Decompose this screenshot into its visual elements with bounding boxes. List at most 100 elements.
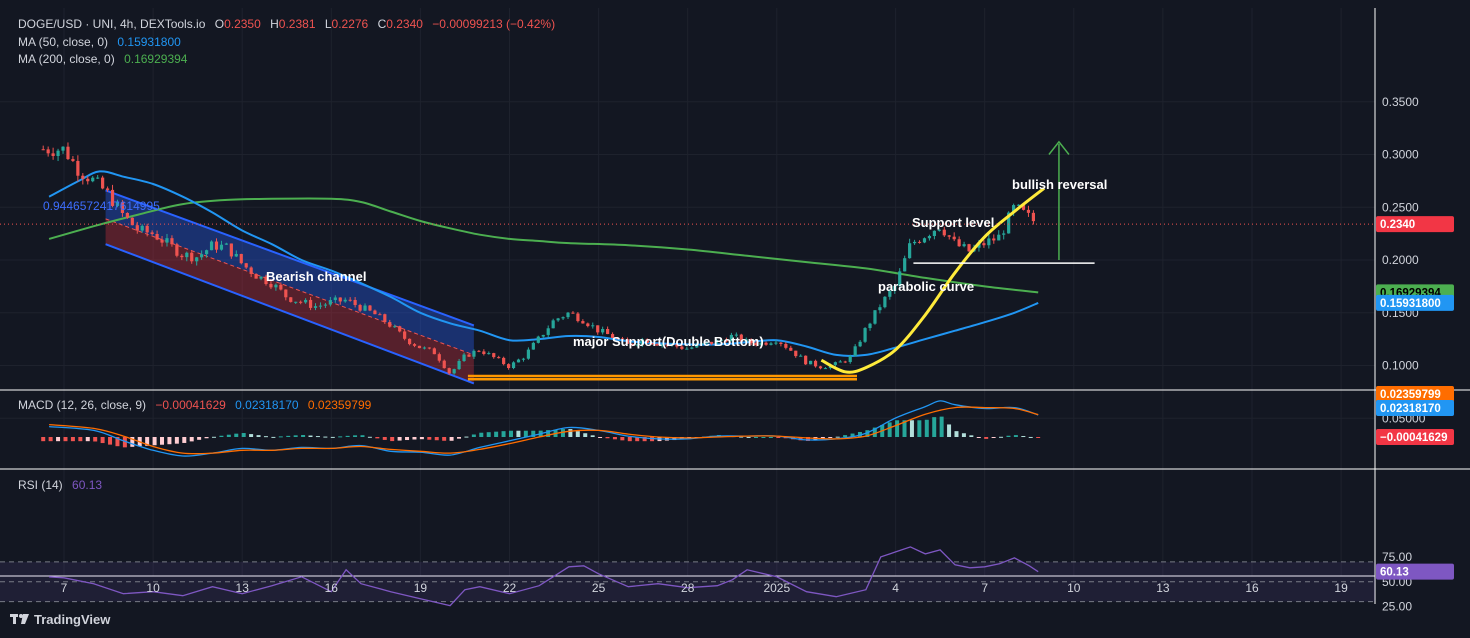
header-legend: DOGE/USD · UNI, 4h, DEXTools.io O0.2350 … <box>18 17 555 66</box>
macd-bar <box>924 419 929 437</box>
candle-body <box>502 357 506 365</box>
candle-body <box>427 347 431 349</box>
macd-bar <box>672 437 677 441</box>
macd-bar <box>887 422 892 437</box>
macd-bar <box>152 437 157 446</box>
candle-body <box>734 334 738 336</box>
macd-line <box>49 400 1039 457</box>
candle-body <box>224 243 228 245</box>
candle-body <box>140 225 144 231</box>
macd-bar <box>174 437 179 444</box>
candle-body <box>368 305 372 311</box>
candle-body <box>962 244 966 247</box>
parabolic-curve-label: parabolic curve <box>878 279 974 294</box>
macd-bar <box>293 435 298 437</box>
tradingview-logo-icon-slash <box>21 614 29 624</box>
channel-upper-line <box>105 189 475 327</box>
candle-body <box>105 188 110 190</box>
macd-bar <box>249 434 254 437</box>
rsi-tick-label: 75.00 <box>1382 550 1412 564</box>
candle-body <box>41 149 45 151</box>
candle-body <box>81 175 85 179</box>
candle-body <box>556 318 560 321</box>
candle-body <box>511 362 516 369</box>
major-support-lines[interactable] <box>467 374 857 381</box>
macd-bar <box>1036 437 1041 438</box>
macd-bar <box>939 416 944 437</box>
candle-body <box>407 338 412 345</box>
macd-bar <box>835 436 840 438</box>
time-tick-label: 13 <box>1156 581 1170 595</box>
candle-body <box>952 236 956 240</box>
ma200-line[interactable] <box>48 197 1039 294</box>
ma200-path <box>48 197 1039 294</box>
parabolic-curve[interactable] <box>820 187 1046 374</box>
ma200-legend: MA (200, close, 0) 0.16929394 <box>18 52 188 66</box>
time-tick-label: 19 <box>1334 581 1348 595</box>
candle-body <box>531 342 535 350</box>
macd-bar <box>330 436 335 438</box>
candle-body <box>868 323 872 329</box>
macd-bar <box>457 437 462 439</box>
candle-body <box>457 360 461 370</box>
candle-body <box>858 341 862 347</box>
macd-bar <box>271 436 276 438</box>
macd-bar <box>575 431 580 437</box>
macd-bar <box>828 437 833 438</box>
candle-body <box>610 334 615 338</box>
candle-body <box>764 342 768 345</box>
candle-body <box>299 301 303 303</box>
candle-body <box>789 347 793 351</box>
candle-body <box>804 355 808 365</box>
time-tick-label: 10 <box>1067 581 1081 595</box>
time-tick-label: 19 <box>414 581 428 595</box>
macd-bar <box>345 435 350 437</box>
candlestick-series[interactable] <box>41 142 1036 375</box>
candle-body <box>749 339 753 344</box>
candle-body <box>150 232 154 235</box>
candle-body <box>908 243 912 259</box>
candle-body <box>229 243 233 257</box>
candle-body <box>467 354 471 357</box>
candle-body <box>363 305 367 311</box>
candle-body <box>620 338 625 340</box>
candle-body <box>279 284 283 290</box>
candle-body <box>615 337 620 339</box>
candle-body <box>987 238 991 246</box>
candle-body <box>398 326 402 332</box>
bullish-arrow[interactable] <box>1048 140 1070 260</box>
support-level-label: Support level <box>912 215 994 230</box>
candle-body <box>581 321 585 324</box>
time-tick-label: 13 <box>236 581 250 595</box>
candle-body <box>917 241 922 243</box>
candle-body <box>927 236 932 239</box>
candle-body <box>883 296 887 308</box>
macd-bar <box>583 433 588 437</box>
candle-body <box>863 328 867 342</box>
candle-body <box>680 346 684 349</box>
macd-bar <box>620 437 625 441</box>
candle-body <box>650 342 654 344</box>
macd-bar <box>635 437 640 442</box>
candle-body <box>1031 212 1036 222</box>
candle-body <box>348 299 352 301</box>
macd-signal-tag: 0.02359799 <box>1380 389 1441 401</box>
macd-bar <box>642 437 647 442</box>
macd-bar <box>278 436 283 438</box>
macd-bar <box>315 436 320 438</box>
candle-body <box>1012 205 1016 213</box>
candle-body <box>180 255 184 258</box>
candle-body <box>744 339 748 342</box>
tradingview-logo[interactable]: TradingView <box>10 612 111 627</box>
candle-body <box>898 271 902 286</box>
macd-bar <box>1006 435 1011 437</box>
macd-bar <box>338 436 343 438</box>
macd-bar <box>746 437 751 438</box>
price-tick-label: 0.3500 <box>1382 95 1419 109</box>
candle-body <box>536 336 540 343</box>
rsi-line <box>49 546 1039 607</box>
macd-bar <box>434 437 439 441</box>
candle-body <box>462 354 466 361</box>
candle-body <box>244 263 248 268</box>
